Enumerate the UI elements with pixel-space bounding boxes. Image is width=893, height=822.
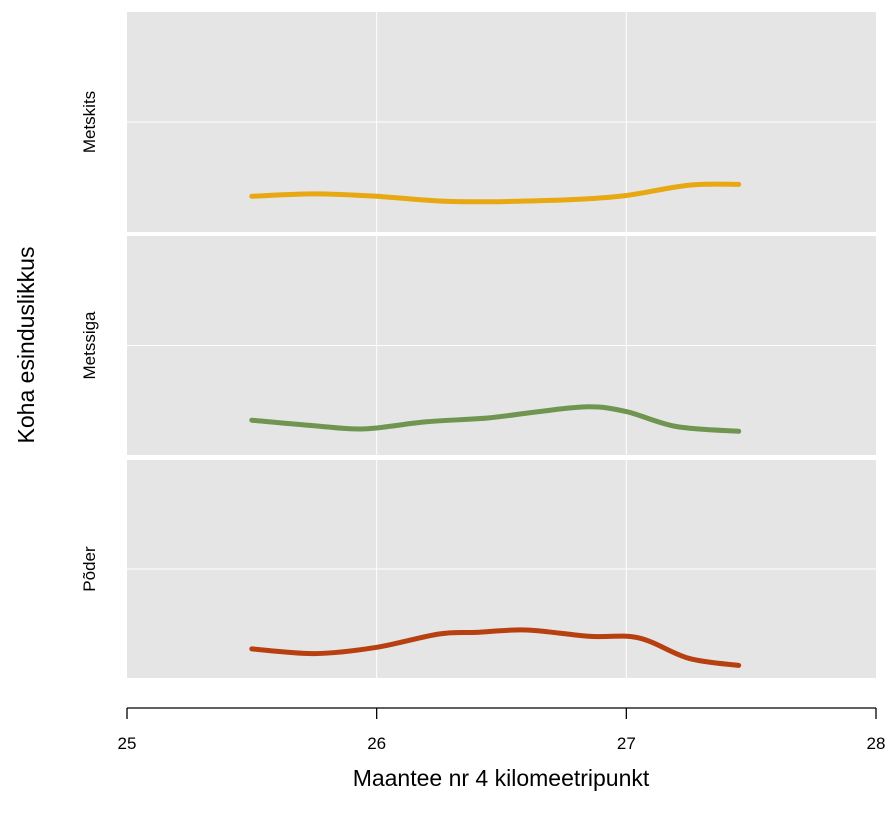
facet-panel: Metssiga [80, 236, 876, 455]
panel-strip-label: Põder [80, 546, 99, 592]
facet-panel: Metskits [80, 12, 876, 232]
series-line [249, 404, 742, 434]
x-tick-label: 26 [367, 734, 386, 753]
x-tick-label: 27 [617, 734, 636, 753]
panel-strip-label: Metskits [80, 91, 99, 153]
series-line [249, 181, 742, 205]
x-tick-label: 28 [867, 734, 886, 753]
facet-panel: Põder [80, 460, 876, 678]
y-axis-title: Koha esinduslikkus [13, 247, 39, 444]
panel-strip-label: Metssiga [80, 311, 99, 380]
x-tick-label: 25 [118, 734, 137, 753]
x-axis: 25 26 27 28 [118, 707, 886, 753]
x-axis-title: Maantee nr 4 kilomeetripunkt [353, 765, 650, 791]
series-line [249, 627, 742, 668]
facet-panels: Metskits Metssiga Põder [80, 12, 876, 678]
